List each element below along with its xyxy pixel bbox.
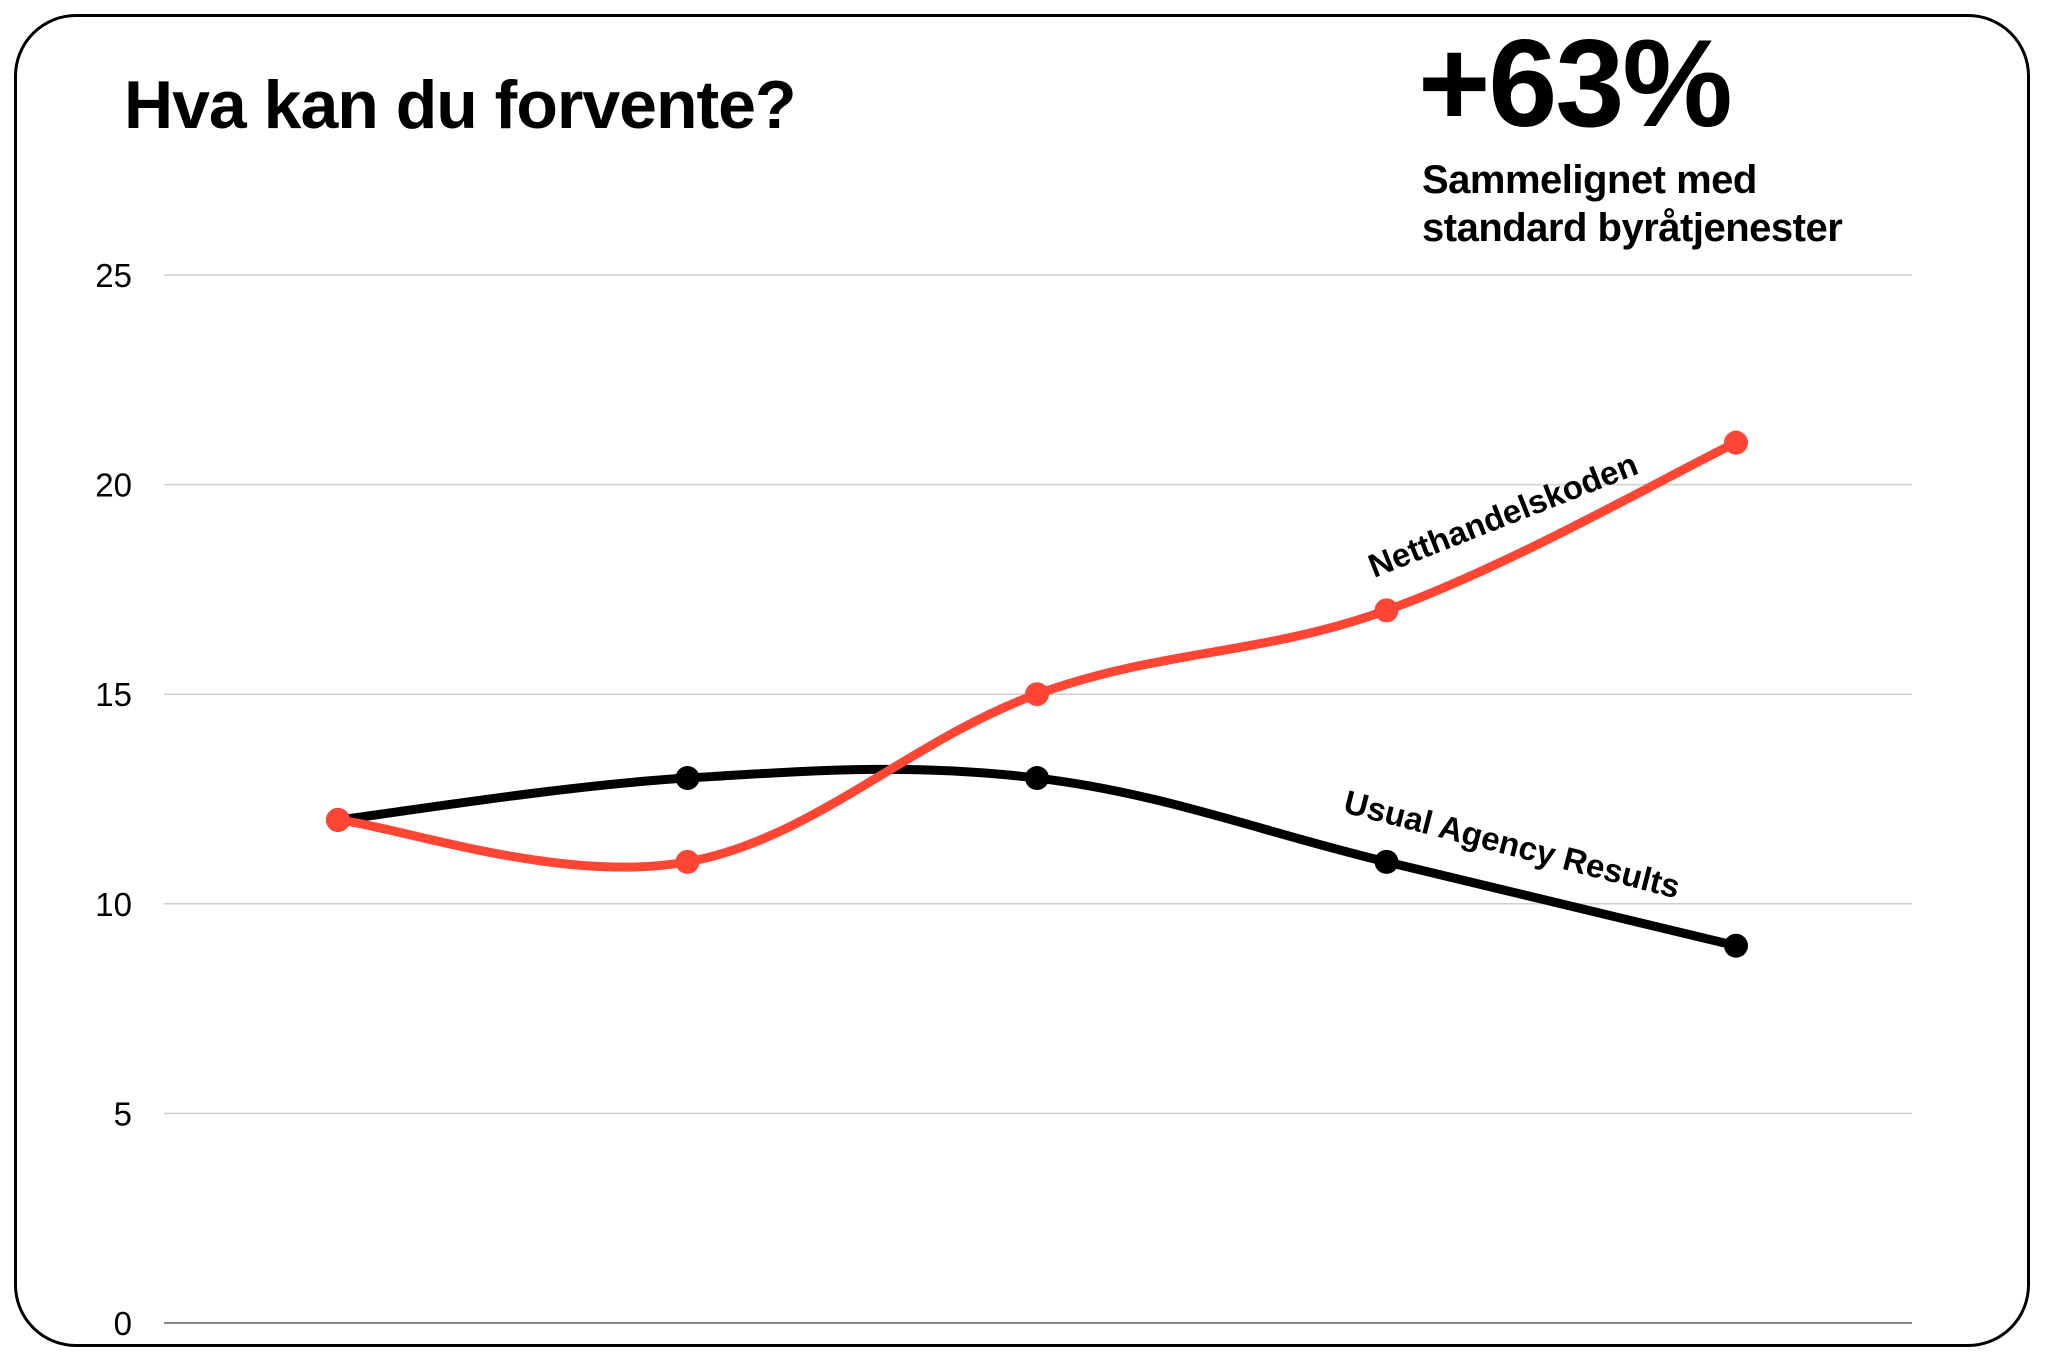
kpi-caption: Sammelignet med standard byråtjenester xyxy=(1422,156,1942,252)
series-markers xyxy=(326,430,1748,958)
data-point-netthandelskoden-2 xyxy=(675,849,700,874)
data-point-usual-agency-results-4 xyxy=(1374,849,1399,874)
kpi-caption-line-2: standard byråtjenester xyxy=(1422,206,1843,250)
kpi-value: +63% xyxy=(1418,15,1733,153)
page-title: Hva kan du forvente? xyxy=(124,67,796,143)
y-tick-label-20: 20 xyxy=(95,467,132,504)
data-point-netthandelskoden-5 xyxy=(1724,430,1748,455)
data-point-netthandelskoden-3 xyxy=(1025,682,1049,707)
data-point-netthandelskoden-4 xyxy=(1374,598,1399,623)
series-labels: Netthandelskoden Usual Agency Results xyxy=(1340,445,1684,905)
data-point-usual-agency-results-5 xyxy=(1724,933,1748,958)
y-tick-label-25: 25 xyxy=(95,257,132,294)
y-tick-label-15: 15 xyxy=(95,676,132,713)
grid-lines xyxy=(164,274,1912,1324)
y-tick-label-10: 10 xyxy=(95,886,132,923)
data-point-usual-agency-results-2 xyxy=(675,766,700,791)
y-tick-label-0: 0 xyxy=(114,1305,132,1342)
y-tick-label-5: 5 xyxy=(114,1095,132,1132)
data-point-netthandelskoden-1 xyxy=(326,807,350,832)
kpi-caption-line-1: Sammelignet med xyxy=(1422,158,1757,202)
data-point-usual-agency-results-3 xyxy=(1025,766,1049,791)
chart-card xyxy=(14,14,2030,1347)
y-axis-ticks: 0 5 10 15 20 25 xyxy=(95,257,132,1342)
series-label-usual-agency-results: Usual Agency Results xyxy=(1340,783,1684,905)
